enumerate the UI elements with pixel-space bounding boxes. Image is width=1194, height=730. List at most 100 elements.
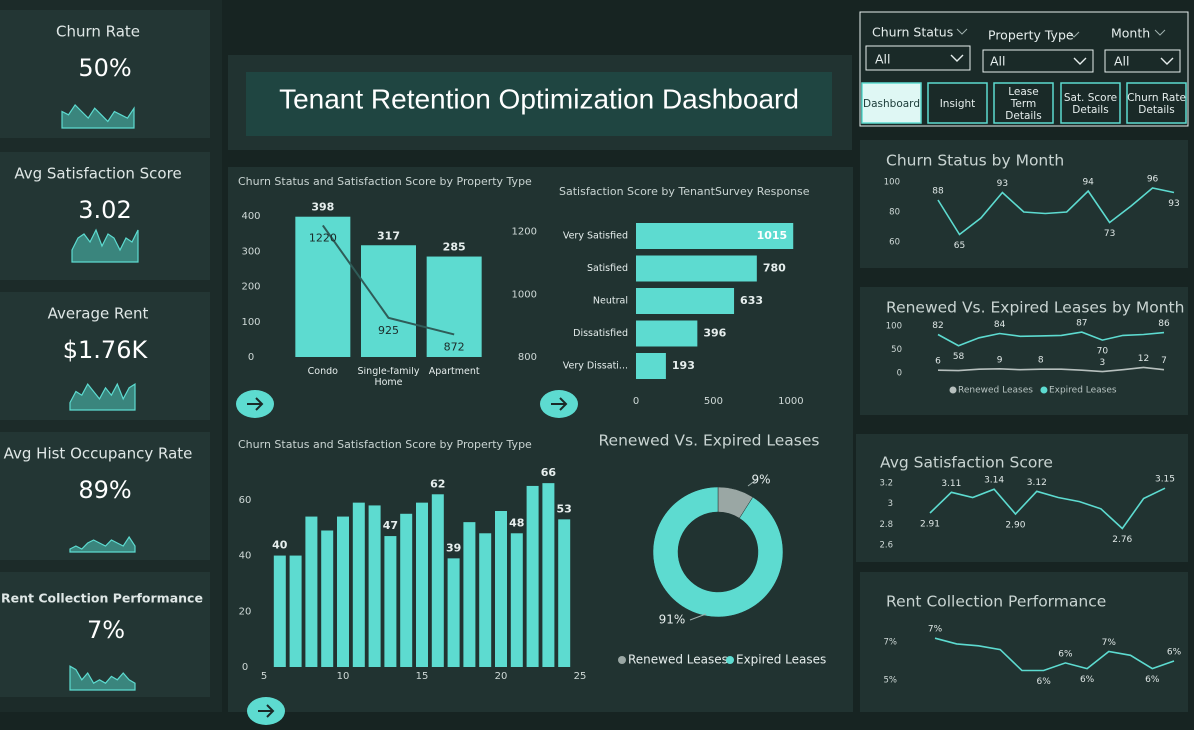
nav-arrow[interactable] xyxy=(540,390,578,418)
y-tick-label: Satisfied xyxy=(587,263,628,274)
nav-button[interactable] xyxy=(861,82,922,124)
nav-button-label-box[interactable]: Lease Term Details xyxy=(994,85,1053,123)
y-tick-label: 0 xyxy=(242,662,248,673)
y2-tick-label: 1000 xyxy=(512,289,537,300)
kpi-label: Avg Hist Occupancy Rate xyxy=(4,445,193,463)
nav-button[interactable] xyxy=(1060,82,1121,124)
nav-button-label[interactable]: Sat. Score Details xyxy=(1063,91,1118,116)
nav-button-label-box[interactable]: Dashboard xyxy=(862,85,921,123)
chevron xyxy=(1068,31,1080,38)
nav-button-label[interactable]: Churn Rate Details xyxy=(1127,91,1186,116)
x-tick-label-box: Apartment xyxy=(429,367,480,377)
nav-button-label-box[interactable]: Sat. Score Details xyxy=(1061,85,1120,123)
kpi-label: Average Rent xyxy=(48,305,149,323)
line xyxy=(934,637,1175,672)
y2-tick-label: 800 xyxy=(518,352,537,363)
chart-title: Churn Status by Month xyxy=(886,152,1064,170)
y-tick-label: 3 xyxy=(888,499,893,509)
dropdown[interactable] xyxy=(865,45,971,71)
bar xyxy=(542,483,555,667)
nav-button-label[interactable]: Lease Term Details xyxy=(1005,85,1042,123)
bar xyxy=(636,288,735,314)
bar xyxy=(431,494,444,667)
y-tick-label: 100 xyxy=(884,178,900,188)
dropdown[interactable] xyxy=(1104,49,1181,73)
legend-swatch xyxy=(949,386,957,394)
nav-arrow[interactable] xyxy=(247,697,285,725)
arrow-icon xyxy=(258,704,275,718)
chevron xyxy=(1160,57,1174,65)
bar xyxy=(526,485,539,667)
bar xyxy=(289,555,302,667)
nav-button-label[interactable]: Dashboard xyxy=(863,97,920,110)
y-tick-label: 100 xyxy=(241,317,260,328)
bar xyxy=(321,530,334,667)
nav-button[interactable] xyxy=(1126,82,1187,124)
x-tick-label: 5 xyxy=(261,671,267,682)
data-label: 6% xyxy=(1036,677,1051,687)
data-label: 87 xyxy=(1076,319,1087,329)
bar xyxy=(305,516,318,667)
nav-button-label-box[interactable]: Insight xyxy=(928,85,987,123)
data-label: 39 xyxy=(446,541,461,554)
nav-button-label-box[interactable]: Churn Rate Details xyxy=(1127,85,1186,123)
bar xyxy=(636,255,757,282)
data-label: 9 xyxy=(997,355,1003,365)
data-label: 633 xyxy=(740,294,763,307)
data-label: 91% xyxy=(659,613,686,627)
data-label: 47 xyxy=(383,519,398,532)
data-label: 6% xyxy=(1058,649,1073,659)
data-label: 58 xyxy=(953,352,965,362)
x-tick-label: 1000 xyxy=(778,396,803,407)
kpi-value: $1.76K xyxy=(63,336,149,364)
data-label: 62 xyxy=(430,477,445,490)
filter-value: All xyxy=(990,54,1006,69)
y-tick-label: 60 xyxy=(889,238,900,248)
data-label: 7 xyxy=(1161,356,1167,366)
data-label: 285 xyxy=(443,241,466,254)
y-tick-label: 0 xyxy=(897,369,902,379)
nav-button[interactable] xyxy=(993,82,1054,124)
data-label: 2.91 xyxy=(920,519,940,529)
data-label: 82 xyxy=(932,321,943,331)
data-label: 6% xyxy=(1080,675,1095,685)
chart-panel xyxy=(860,287,1188,415)
data-label: 84 xyxy=(994,320,1006,330)
data-label: 88 xyxy=(932,187,944,197)
chevron xyxy=(1154,29,1166,36)
data-label: 780 xyxy=(763,262,786,275)
chart-panel xyxy=(856,434,1188,562)
kpi-value: 50% xyxy=(78,54,131,82)
data-label: 6% xyxy=(1167,648,1182,658)
y-tick-label: Neutral xyxy=(593,296,628,307)
data-label: 3.15 xyxy=(1155,475,1175,485)
y2-tick-label: 1200 xyxy=(512,227,537,238)
dashboard-title: Tenant Retention Optimization Dashboard xyxy=(279,83,799,114)
chart-title: Avg Satisfaction Score xyxy=(880,454,1053,472)
kpi-label: Avg Satisfaction Score xyxy=(14,165,181,183)
data-label: 6% xyxy=(1145,675,1160,685)
x-tick-label: Single-family Home xyxy=(357,367,420,388)
bar xyxy=(361,245,416,357)
y-tick-label: 2.6 xyxy=(879,541,893,551)
bar xyxy=(636,320,698,347)
kpi-value: 7% xyxy=(87,616,125,644)
nav-arrow[interactable] xyxy=(236,390,274,418)
data-label: 93 xyxy=(1168,199,1179,209)
nav-button-label[interactable]: Insight xyxy=(939,97,976,110)
dropdown[interactable] xyxy=(982,49,1094,73)
data-label: 3.12 xyxy=(1027,478,1047,488)
sparkline xyxy=(69,382,136,411)
kpi-card xyxy=(0,432,210,560)
bar xyxy=(447,558,460,667)
chevron xyxy=(950,54,964,62)
line xyxy=(937,331,1165,347)
sparkline xyxy=(69,665,136,691)
data-label: 86 xyxy=(1158,319,1170,329)
data-label: 2.90 xyxy=(1005,521,1025,531)
chevron xyxy=(956,28,968,35)
legend-swatch xyxy=(618,656,626,664)
nav-button[interactable] xyxy=(927,82,988,124)
